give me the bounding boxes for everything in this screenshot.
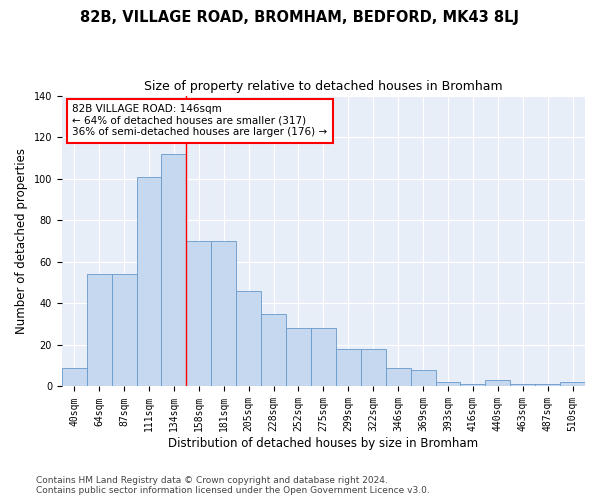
Bar (211, 241, 236, 386)
Bar (361, 349, 386, 387)
Bar (510, 384, 535, 386)
Bar (311, 328, 336, 386)
Bar (86, 274, 112, 386)
Text: 82B VILLAGE ROAD: 146sqm
← 64% of detached houses are smaller (317)
36% of semi-: 82B VILLAGE ROAD: 146sqm ← 64% of detach… (72, 104, 328, 138)
Bar (336, 349, 361, 387)
Title: Size of property relative to detached houses in Bromham: Size of property relative to detached ho… (144, 80, 503, 93)
Bar (62, 368, 86, 386)
Bar (261, 314, 286, 386)
Text: Contains HM Land Registry data © Crown copyright and database right 2024.
Contai: Contains HM Land Registry data © Crown c… (36, 476, 430, 495)
Bar (236, 291, 261, 386)
Y-axis label: Number of detached properties: Number of detached properties (15, 148, 28, 334)
Text: 82B, VILLAGE ROAD, BROMHAM, BEDFORD, MK43 8LJ: 82B, VILLAGE ROAD, BROMHAM, BEDFORD, MK4… (80, 10, 520, 25)
Bar (112, 274, 137, 386)
Bar (560, 382, 585, 386)
Bar (161, 154, 187, 386)
Bar (436, 382, 460, 386)
Bar (535, 384, 560, 386)
Bar (410, 370, 436, 386)
Bar (460, 384, 485, 386)
Bar (386, 368, 410, 386)
X-axis label: Distribution of detached houses by size in Bromham: Distribution of detached houses by size … (169, 437, 478, 450)
Bar (286, 328, 311, 386)
Bar (485, 380, 510, 386)
Bar (187, 241, 211, 386)
Bar (137, 176, 161, 386)
